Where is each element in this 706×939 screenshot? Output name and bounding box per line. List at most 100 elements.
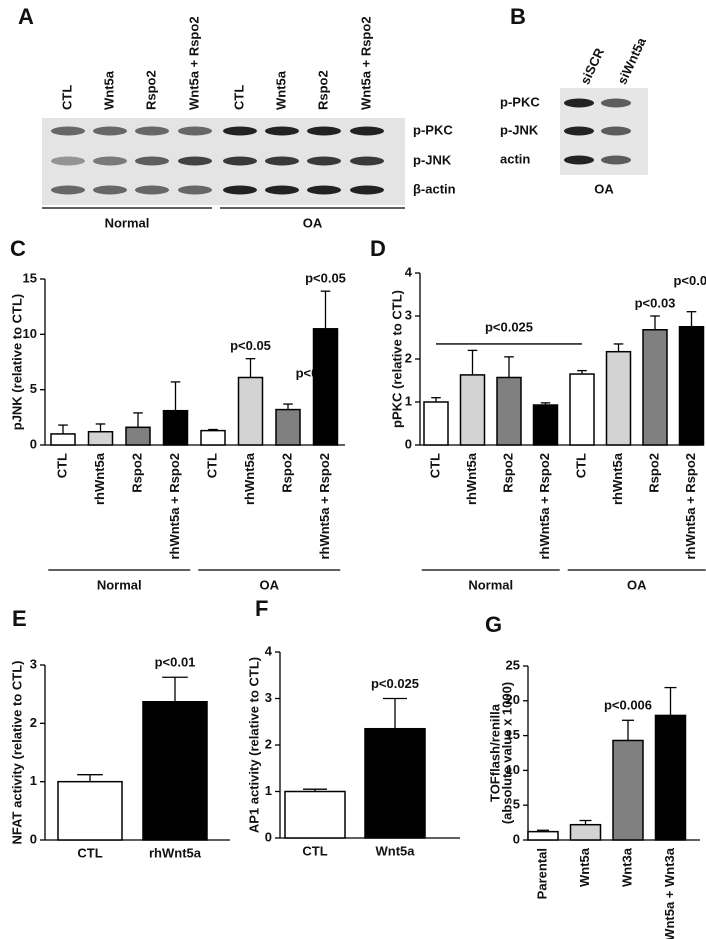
significance-label: p<0.025: [485, 319, 533, 334]
y-tick-label: 0: [405, 436, 412, 451]
bar: [612, 739, 644, 841]
panel-label: G: [485, 612, 502, 637]
bar: [605, 350, 632, 446]
blot-band: [51, 126, 85, 136]
bar: [237, 376, 264, 446]
blot-band: [564, 98, 594, 108]
bar: [642, 329, 668, 446]
x-tick-label: rhWnt5a: [610, 452, 625, 505]
bar: [459, 374, 486, 446]
y-axis-label: (absolute value x 1000): [499, 682, 514, 824]
panel-label: E: [12, 606, 27, 631]
blot-band: [564, 155, 594, 165]
bar: [50, 433, 76, 446]
panel-label: D: [370, 236, 386, 261]
blot-band: [178, 185, 212, 195]
row-label: actin: [500, 151, 530, 166]
group-label: Normal: [105, 215, 150, 230]
blot-band: [135, 185, 169, 195]
blot-band: [93, 185, 127, 195]
x-tick-label: rhWnt5a: [149, 845, 202, 860]
lane-label: CTL: [59, 85, 74, 110]
group-label: OA: [627, 577, 647, 592]
bar: [275, 408, 301, 446]
y-tick-label: 3: [30, 656, 37, 671]
group-label: OA: [260, 577, 280, 592]
y-tick-label: 1: [265, 783, 272, 798]
row-label: p-PKC: [413, 122, 453, 137]
y-axis-label: pPKC (relative to CTL): [389, 290, 404, 428]
lane-label: siWnt5a: [614, 35, 649, 87]
bar: [364, 727, 426, 839]
y-tick-label: 20: [506, 692, 520, 707]
lane-label: Wnt5a + Rspo2: [186, 16, 201, 110]
bar: [142, 701, 208, 841]
lane-label: CTL: [231, 85, 246, 110]
blot-band: [601, 155, 631, 165]
x-tick-label: Parental: [534, 848, 549, 899]
x-tick-label: CTL: [204, 453, 219, 478]
blot-band: [601, 98, 631, 108]
y-tick-label: 10: [506, 762, 520, 777]
y-tick-label: 3: [265, 690, 272, 705]
group-label: OA: [303, 215, 323, 230]
panel-label: C: [10, 236, 26, 261]
bar: [162, 409, 189, 446]
blot-band: [223, 156, 257, 166]
group-label: Normal: [468, 577, 513, 592]
y-tick-label: 2: [30, 715, 37, 730]
panel-label: A: [18, 4, 34, 29]
x-tick-label: rhWnt5a: [242, 452, 257, 505]
x-tick-label: rhWnt5a + Rspo2: [317, 453, 332, 560]
x-tick-label: Rspo2: [279, 453, 294, 493]
y-tick-label: 4: [265, 643, 273, 658]
blot-band: [350, 126, 384, 136]
significance-label: p<0.05: [230, 338, 271, 353]
y-axis-label: NFAT activity (relative to CTL): [9, 661, 24, 845]
y-tick-label: 1: [405, 393, 412, 408]
y-tick-label: 5: [513, 797, 520, 812]
blot-band: [223, 126, 257, 136]
x-tick-label: CTL: [427, 453, 442, 478]
significance-label: p<0.05: [305, 271, 346, 286]
significance-label: p<0.006: [604, 698, 652, 713]
row-label: p-PKC: [500, 94, 540, 109]
y-axis-label: AP1 activity (relative to CTL): [246, 657, 261, 833]
x-tick-label: Rspo2: [646, 453, 661, 493]
blot-band: [265, 185, 299, 195]
group-label: OA: [594, 181, 614, 196]
blot-band: [51, 185, 85, 195]
x-tick-label: CTL: [302, 843, 327, 858]
blot-band: [178, 126, 212, 136]
y-axis-label: pJNK (relative to CTL): [9, 294, 24, 431]
x-tick-label: Wnt3a: [619, 847, 634, 887]
x-tick-label: Rspo2: [500, 453, 515, 493]
blot-band: [135, 156, 169, 166]
bar: [200, 429, 226, 446]
y-axis-label: TOFflash/renilla: [487, 703, 502, 802]
row-label: β-actin: [413, 181, 456, 196]
y-tick-label: 15: [23, 270, 37, 285]
y-tick-label: 25: [506, 657, 520, 672]
lane-label: Wnt5a: [101, 70, 116, 110]
x-tick-label: rhWnt5a + Rspo2: [167, 453, 182, 560]
y-tick-label: 0: [265, 829, 272, 844]
bar: [496, 376, 522, 446]
blot-band: [223, 185, 257, 195]
y-tick-label: 10: [23, 326, 37, 341]
x-tick-label: Wnt5a: [577, 847, 592, 887]
bar: [569, 823, 602, 841]
significance-label: p<0.03: [635, 295, 676, 310]
blot-band: [564, 126, 594, 136]
bar: [87, 430, 114, 446]
blot-band: [135, 126, 169, 136]
lane-label: Rspo2: [315, 70, 330, 110]
lane-label: Rspo2: [143, 70, 158, 110]
blot-band: [51, 156, 85, 166]
y-tick-label: 4: [405, 264, 413, 279]
significance-label: p<0.01: [155, 655, 196, 670]
bar: [312, 328, 339, 446]
lane-label: Wnt5a + Rspo2: [358, 16, 373, 110]
blot-band: [350, 156, 384, 166]
